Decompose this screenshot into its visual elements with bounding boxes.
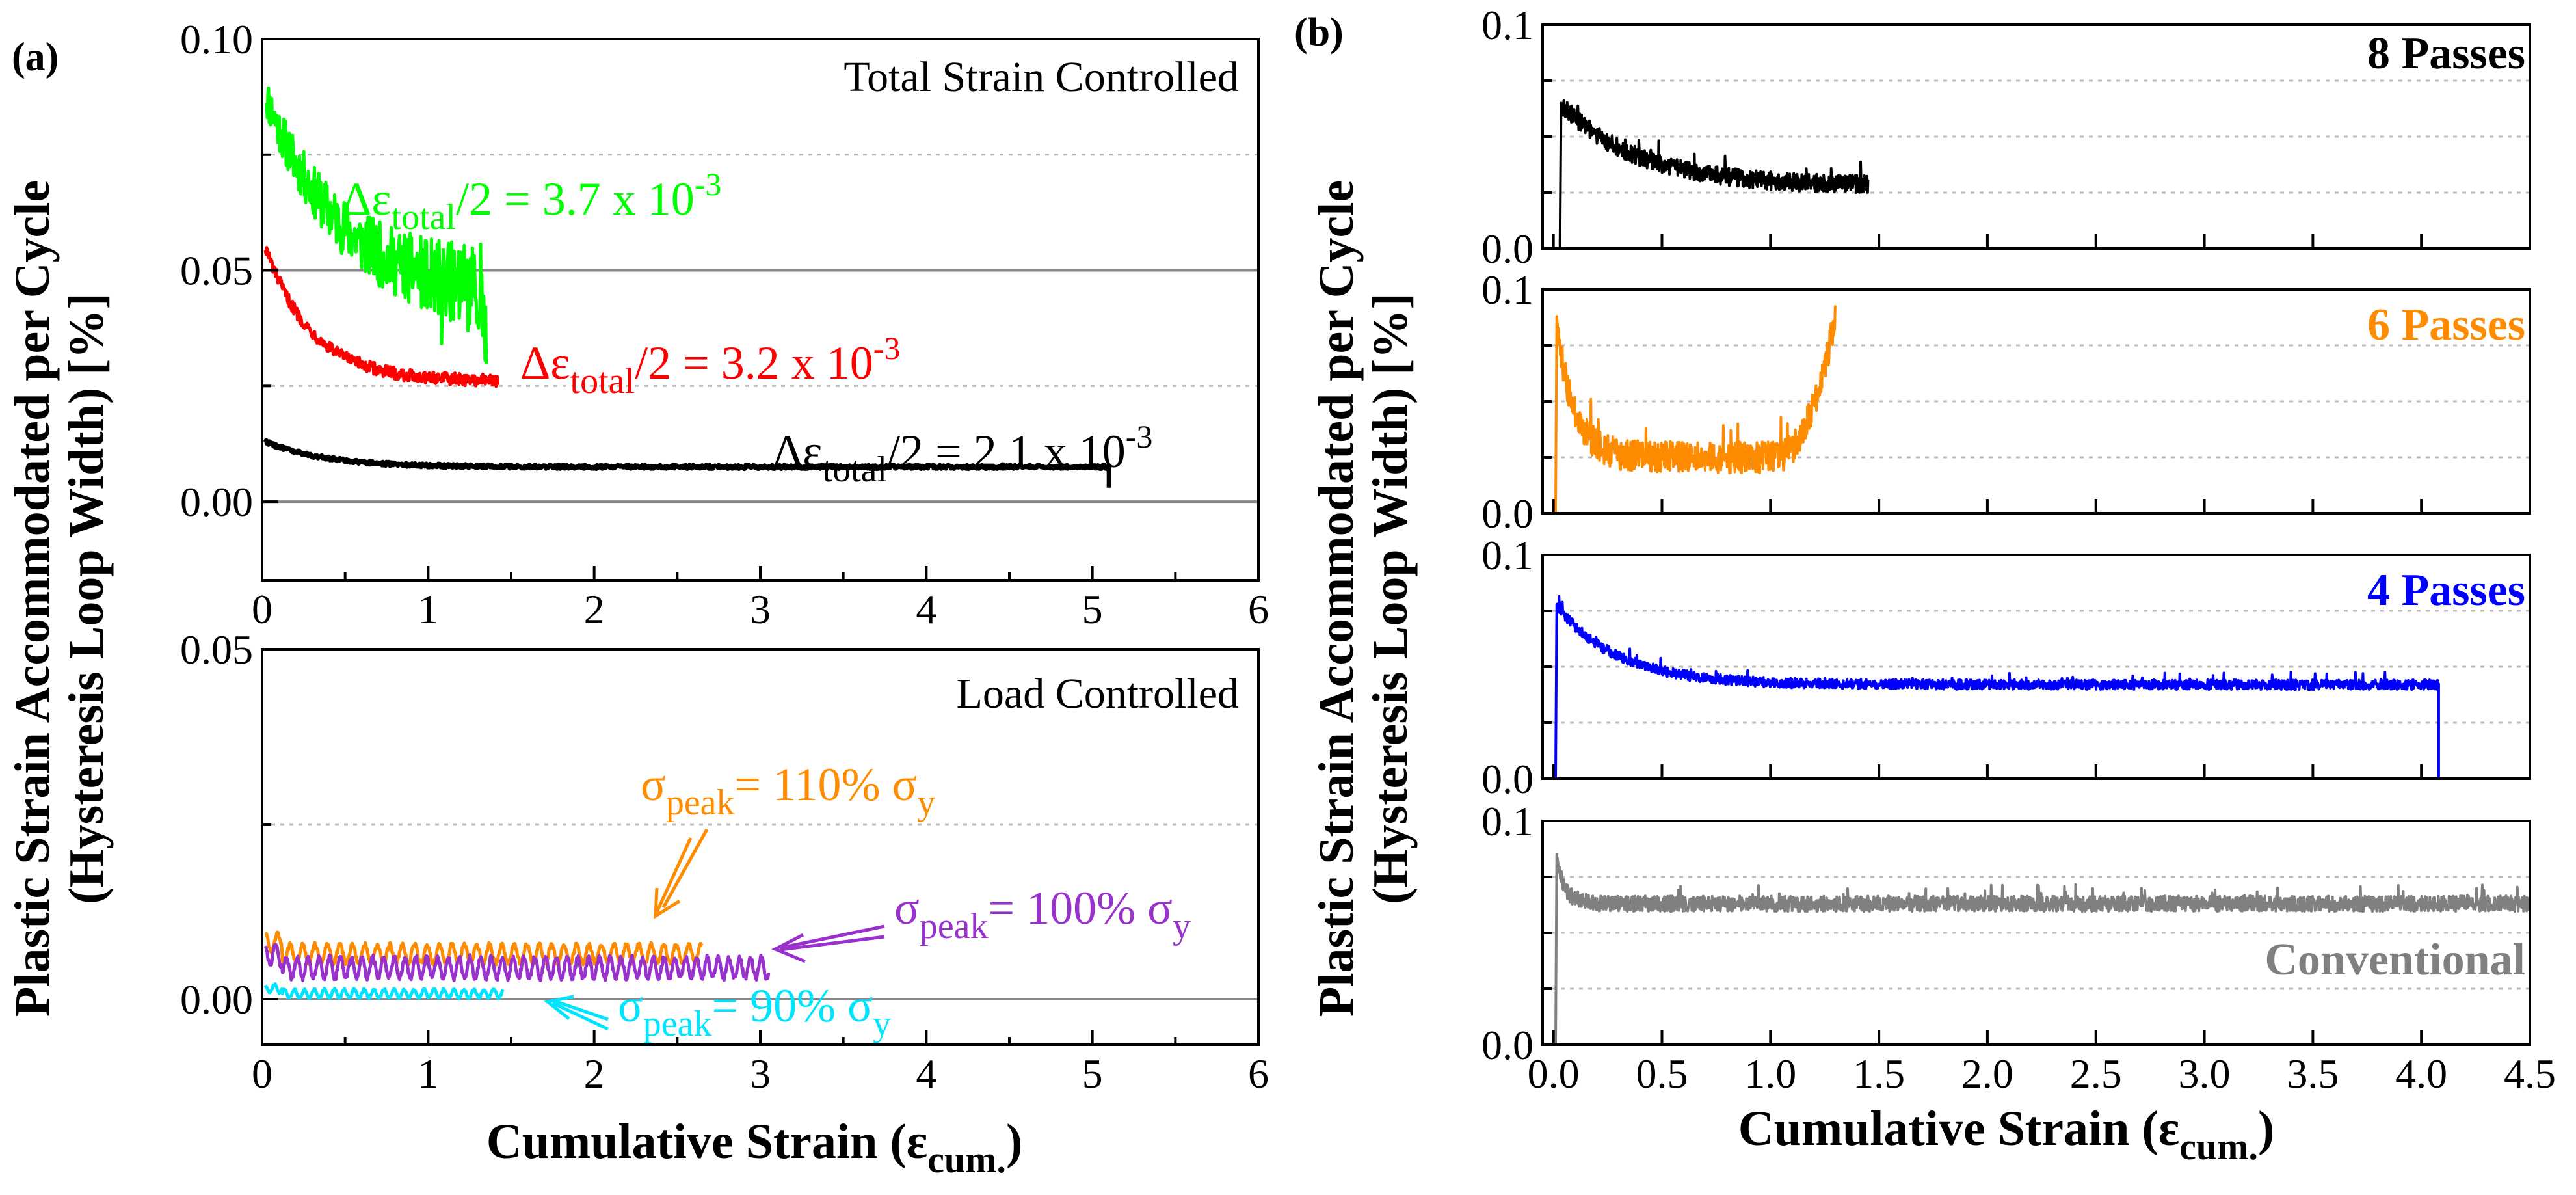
grid-b-6 [1543,344,2530,459]
annotation-red: Δεtotal/2 = 3.2 x 10-3 [520,330,900,401]
y-tick-label: 0.0 [1481,226,1534,272]
series-line-conventional [1554,853,2531,1045]
label-conventional: Conventional [2264,935,2525,985]
x-tick-label: 6 [1248,586,1269,632]
y-tick-label: 0.05 [180,626,253,673]
x-tick-label: 1 [418,1051,438,1097]
grid-b-8 [1543,79,2530,194]
ticks-b-4: 0.0 0.1 [1481,532,2531,802]
x-tick-label: 6 [1248,1051,1269,1097]
grid-b-4 [1543,610,2530,724]
grid-a-bottom [262,823,1258,1001]
series-group-b-4 [1554,595,2440,779]
annotation-purple: σpeak= 100% σy [894,882,1191,947]
ticks-b-conv: 0.0 0.1 0.0 0.5 1.0 1.5 2.0 2.5 3.0 3.5 4.0 4.5 [1481,798,2556,1097]
y-tick-label: 0.05 [180,248,253,294]
label-4-passes: 4 Passes [2367,565,2525,615]
y-tick-label: 0.1 [1481,267,1534,313]
ylabel-right-line2: (Hysteresis Loop Width) [%] [1363,293,1418,904]
ticks-b-6: 0.0 0.1 [1481,267,2531,537]
annotation-orange: σpeak= 110% σy [641,759,935,823]
series-line-purple [263,943,771,982]
series-line-4-passes [1554,595,2440,779]
grid-b-conv [1543,876,2530,990]
y-tick-label: 0.1 [1481,2,1534,48]
series-line-cyan [263,982,505,1000]
xlabel-a: Cumulative Strain (εcum.) [486,1114,1023,1181]
chart-b-6-passes: 0.0 0.1 6 Passes [1481,267,2531,537]
y-tick-label: 0.0 [1481,490,1534,537]
series-group-a-top [263,86,1111,488]
y-tick-label: 0.10 [180,16,253,62]
y-tick-label: 0.1 [1481,798,1534,844]
series-group-b-8 [1558,98,1870,249]
x-tick-label: 1.5 [1853,1051,1905,1097]
label-6-passes: 6 Passes [2367,300,2525,350]
panel-tag-a: (a) [12,35,59,79]
x-tick-label: 3 [750,586,771,632]
x-tick-label: 4 [916,1051,936,1097]
ylabel-right-line1: Plastic Strain Accommodated per Cycle [1309,180,1364,1017]
x-tick-label: 4.0 [2395,1051,2447,1097]
x-tick-label: 0.0 [1528,1051,1580,1097]
mode-label-total-strain: Total Strain Controlled [843,53,1239,101]
series-group-a-bottom [263,930,771,1000]
x-tick-label: 0.5 [1636,1051,1688,1097]
mode-label-load-controlled: Load Controlled [957,670,1239,718]
x-tick-label: 1 [418,586,438,632]
chart-b-conventional: 0.0 0.1 0.0 0.5 1.0 1.5 2.0 2.5 3.0 3.5 4.0 4.5 Con… [1481,798,2556,1168]
series-line-green [264,86,488,364]
plot-frame-a-top [261,38,1260,582]
ticks-b-8: 0.0 0.1 [1481,2,2531,272]
x-tick-label: 3 [750,1051,771,1097]
series-line-black [263,438,1111,488]
x-tick-label: 5 [1082,586,1103,632]
y-tick-label: 0.00 [180,479,253,525]
annotation-green: Δεtotal/2 = 3.7 x 10-3 [341,166,721,237]
annotation-black: Δεtotal/2 = 2.1 x 10-3 [773,418,1152,490]
chart-a-top: (a) 0.00 0.05 0.10 0 1 2 3 4 5 6 Total Strain Con… [12,16,1269,632]
y-tick-label: 0.0 [1481,1022,1534,1068]
y-tick-label: 0.00 [180,976,253,1023]
x-tick-label: 3.5 [2287,1051,2339,1097]
ticks-a-top: 0.00 0.05 0.10 0 1 2 3 4 5 6 [180,16,1269,632]
series-group-b-6 [1554,305,1837,514]
x-tick-label: 1.0 [1744,1051,1796,1097]
series-line-8-passes [1558,98,1870,249]
chart-b-4-passes: 0.0 0.1 4 Passes [1481,532,2531,802]
arrow-cyan [544,995,609,1031]
y-tick-label: 0.1 [1481,532,1534,578]
x-tick-label: 5 [1082,1051,1103,1097]
chart-a-bottom: 0.00 0.05 0 1 2 3 4 5 6 Load Controlled σpeak= 1… [180,626,1269,1181]
xlabel-b: Cumulative Strain (εcum.) [1738,1101,2275,1168]
annotation-cyan: σpeak= 90% σy [618,980,891,1044]
ticks-a-bottom: 0.00 0.05 0 1 2 3 4 5 6 [180,626,1269,1097]
label-8-passes: 8 Passes [2367,29,2525,79]
series-group-b-conv [1554,853,2531,1045]
x-tick-label: 2.5 [2070,1051,2122,1097]
arrow-orange [654,828,709,919]
x-tick-label: 0 [252,586,272,632]
arrow-purple [771,924,885,963]
panel-tag-b: (b) [1294,10,1344,55]
series-line-6-passes [1554,305,1837,514]
x-tick-label: 4 [916,586,936,632]
x-tick-label: 0 [252,1051,272,1097]
x-tick-label: 4.5 [2504,1051,2556,1097]
chart-b-8-passes: 0.0 0.1 8 Passes [1481,2,2531,272]
x-tick-label: 3.0 [2179,1051,2231,1097]
x-tick-label: 2 [584,1051,605,1097]
ylabel-left-line1: Plastic Strain Accommodated per Cycle [5,180,60,1017]
y-tick-label: 0.0 [1481,756,1534,802]
x-tick-label: 2.0 [1961,1051,2013,1097]
series-line-red [263,246,500,388]
x-tick-label: 2 [584,586,605,632]
ylabel-left-line2: (Hysteresis Loop Width) [%] [59,293,114,904]
